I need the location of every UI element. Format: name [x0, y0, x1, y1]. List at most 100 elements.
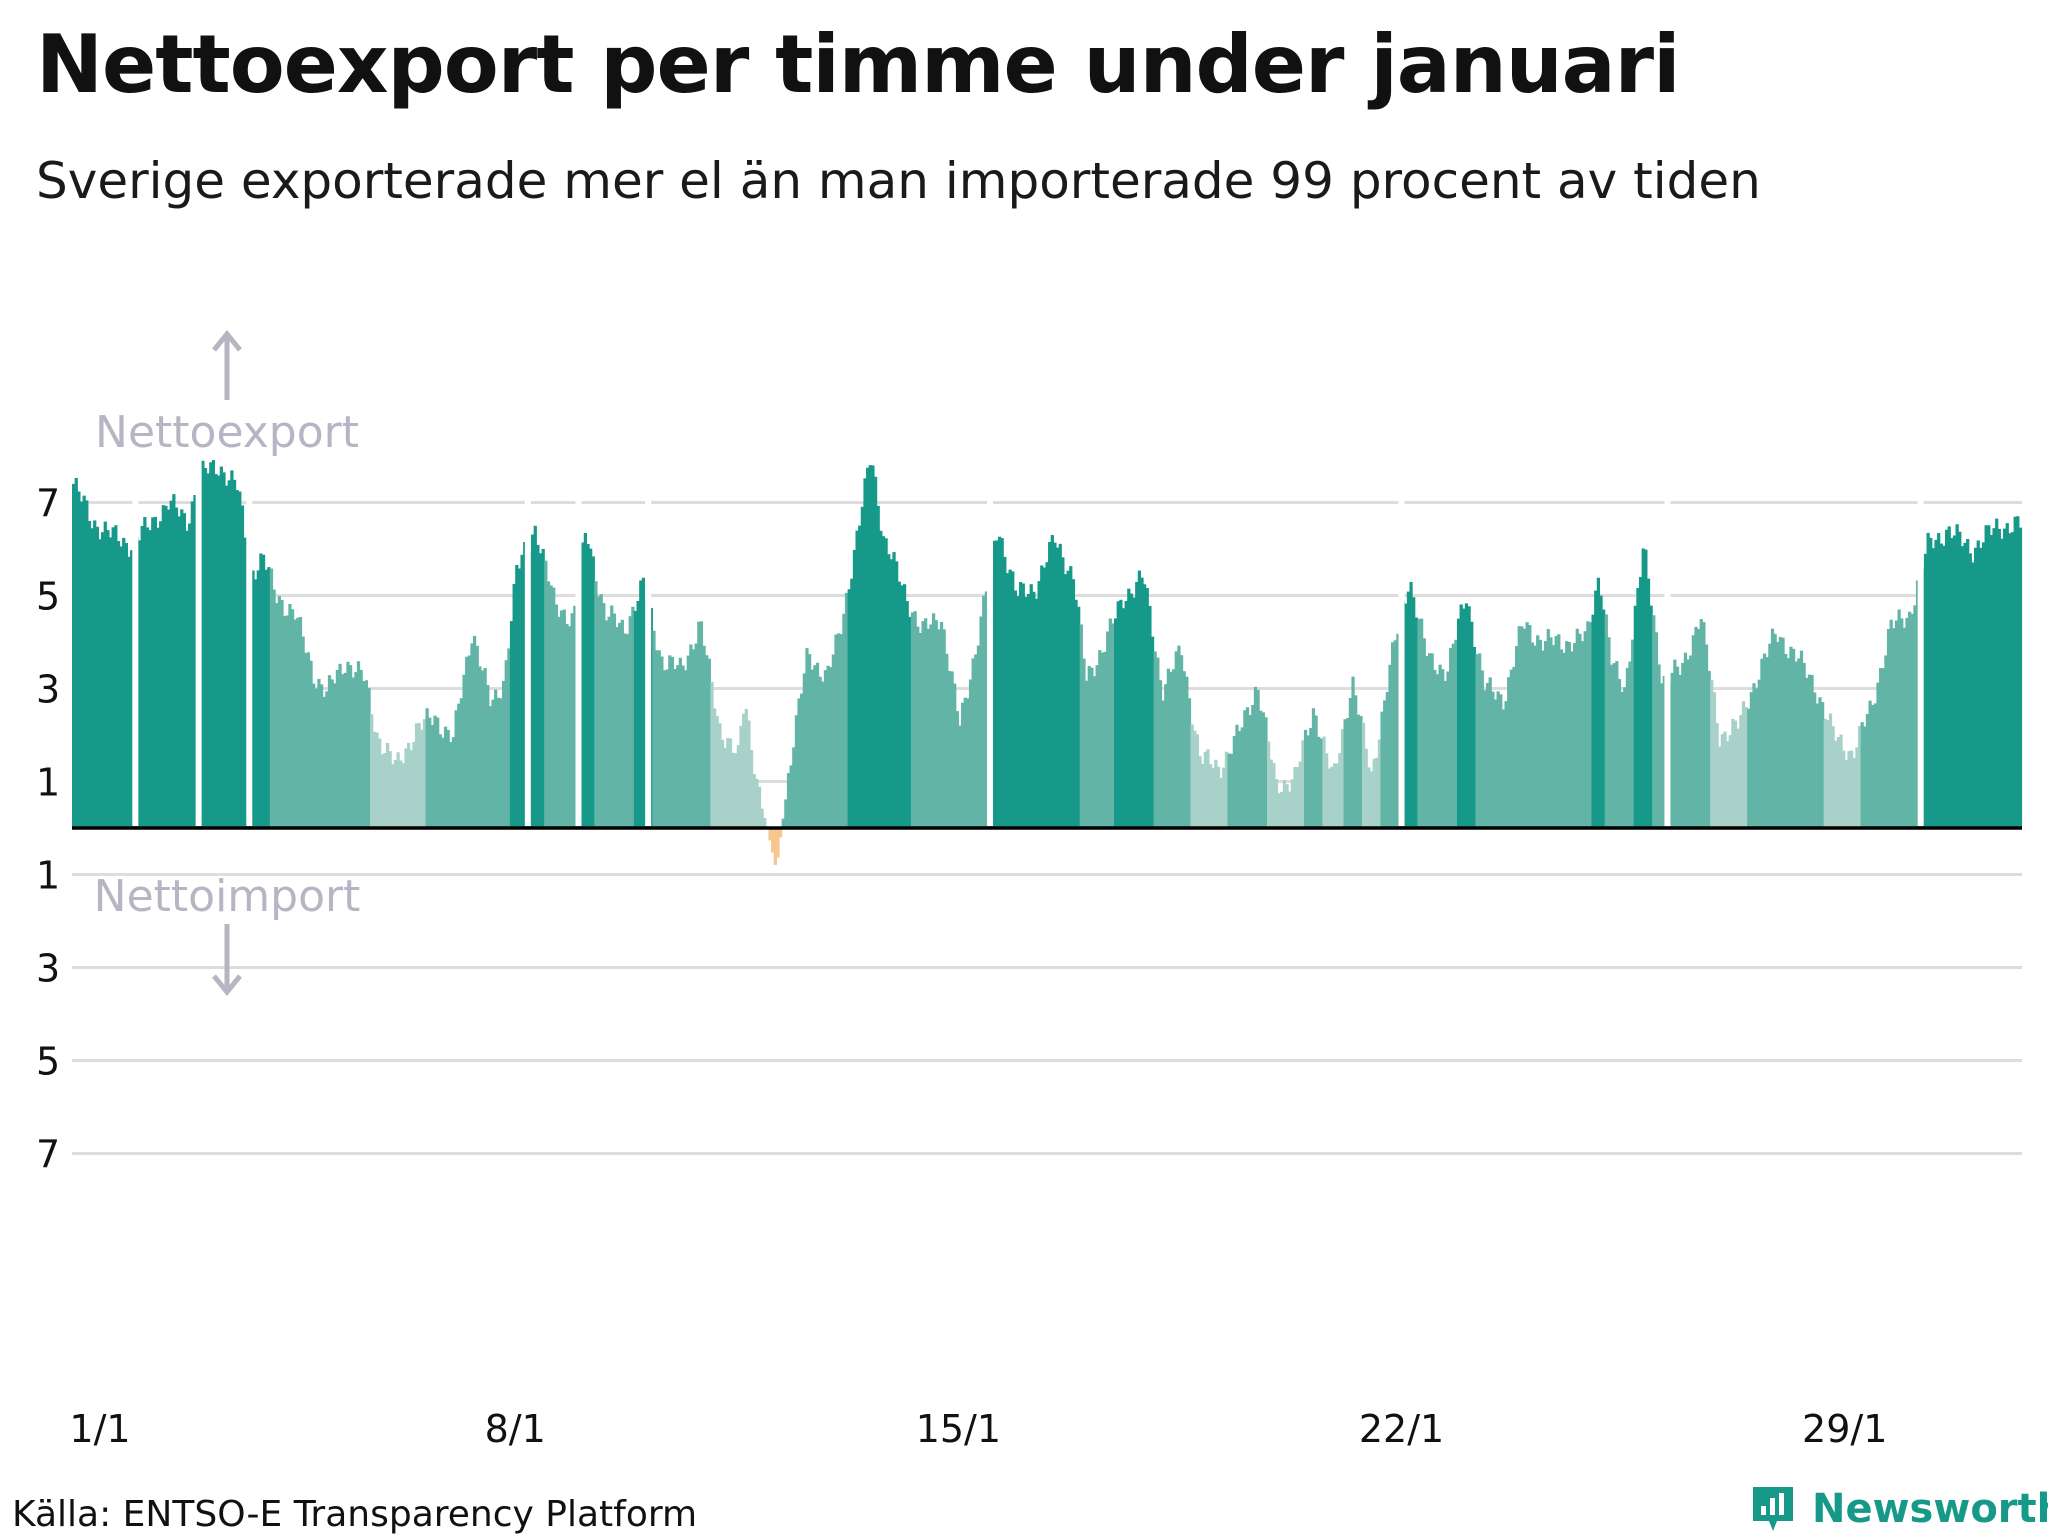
hour-bar: [1628, 661, 1632, 828]
hour-bar: [1301, 740, 1305, 828]
hour-bar: [449, 742, 453, 828]
hour-bar: [293, 619, 297, 828]
day-gap: [246, 380, 253, 826]
y-axis-ticks: 7 5 3 1 1 3 5 7: [36, 482, 60, 1177]
y-tick-label: 7: [36, 1133, 60, 1177]
hour-bar: [277, 596, 281, 828]
hour-bar: [1496, 691, 1500, 828]
hour-bar: [1230, 753, 1234, 828]
hour-bar: [230, 470, 234, 828]
hour-bar: [1095, 665, 1099, 828]
hour-bar: [1691, 635, 1695, 828]
hour-bar: [364, 680, 369, 828]
hour-bar: [1438, 664, 1442, 828]
hour-bar: [538, 553, 543, 828]
hour-bar: [668, 655, 672, 828]
hour-bar: [93, 520, 97, 828]
hour-bar: [267, 567, 271, 828]
hour-bar: [1375, 757, 1379, 828]
hour-bar: [1583, 631, 1587, 828]
hour-bar: [1517, 626, 1521, 828]
hour-bar: [1290, 779, 1294, 828]
hour-bar: [570, 613, 574, 828]
hour-bar: [633, 610, 638, 828]
hour-bar: [462, 674, 466, 828]
hour-bar: [465, 656, 469, 828]
hour-bar: [1660, 683, 1664, 828]
hour-bar: [1823, 718, 1827, 828]
brand-logo[interactable]: Newsworthy: [1750, 1484, 2048, 1534]
hour-bar: [749, 749, 754, 828]
hour-bar: [1464, 603, 1469, 828]
hour-bar: [1053, 542, 1057, 828]
hour-bar: [1441, 669, 1445, 828]
hour-bar: [641, 577, 646, 828]
hour-bar: [1820, 702, 1825, 828]
hour-bar: [391, 764, 395, 828]
hour-bar: [1216, 766, 1221, 828]
hour-bar: [1578, 633, 1582, 828]
hour-bar: [1649, 605, 1653, 828]
hour-bar: [396, 752, 400, 828]
hour-bar: [106, 530, 110, 828]
hour-bar: [1802, 663, 1806, 828]
hour-bar: [1132, 597, 1136, 828]
hour-bar: [1235, 724, 1239, 828]
hour-bar: [79, 501, 84, 828]
hour-bar: [1857, 725, 1862, 828]
hour-bar: [910, 612, 915, 828]
hour-bar: [1485, 682, 1490, 828]
hour-bar: [330, 679, 334, 828]
hour-bar: [1520, 626, 1524, 828]
hour-bar: [77, 491, 81, 828]
hour-bar: [778, 828, 783, 838]
hour-bar: [457, 703, 461, 828]
hour-bar: [1311, 708, 1316, 828]
hour-bar: [124, 543, 128, 828]
hour-bar: [140, 525, 144, 828]
hour-bar: [997, 536, 1002, 828]
hour-bar: [1190, 724, 1194, 828]
hour-bar: [699, 621, 704, 828]
hour-bar: [1910, 613, 1914, 828]
hour-bar: [876, 505, 880, 828]
hour-bar: [1164, 684, 1168, 828]
hour-bar: [1219, 777, 1223, 828]
hour-bar: [929, 624, 933, 828]
hour-bar: [238, 491, 242, 828]
hour-bar: [182, 513, 187, 828]
hour-bar: [689, 644, 693, 828]
hour-bar: [425, 708, 429, 828]
hour-bar: [610, 605, 614, 828]
hour-bar: [781, 818, 785, 828]
hour-bar: [177, 516, 181, 828]
hour-bar: [404, 748, 408, 828]
hour-bar: [1931, 548, 1936, 828]
hour-bar: [222, 472, 226, 828]
hour-bar: [1351, 676, 1355, 828]
hour-bar: [684, 670, 688, 828]
hour-bar: [1657, 664, 1661, 828]
hour-bar: [1636, 588, 1640, 828]
hour-bar: [1325, 753, 1329, 828]
hour-bar: [1069, 566, 1073, 828]
hour-bar: [607, 616, 611, 828]
hour-bar: [1704, 644, 1709, 828]
hour-bar: [808, 654, 812, 828]
hour-bar: [1269, 759, 1273, 828]
hour-bar: [251, 570, 255, 828]
hour-bar: [1261, 712, 1265, 828]
hour-bar: [1187, 698, 1192, 828]
hour-bar: [259, 553, 263, 828]
hour-bar: [676, 665, 680, 828]
hour-bar: [111, 527, 115, 828]
hour-bar: [1282, 779, 1287, 828]
hour-bar: [976, 645, 981, 828]
hour-bar: [900, 585, 904, 828]
hour-bar: [678, 657, 682, 828]
hour-bar: [1979, 547, 1983, 828]
hour-bar: [1185, 676, 1189, 828]
hour-bar: [1005, 573, 1010, 828]
hour-bar: [351, 677, 355, 828]
hour-bar: [2008, 533, 2012, 828]
